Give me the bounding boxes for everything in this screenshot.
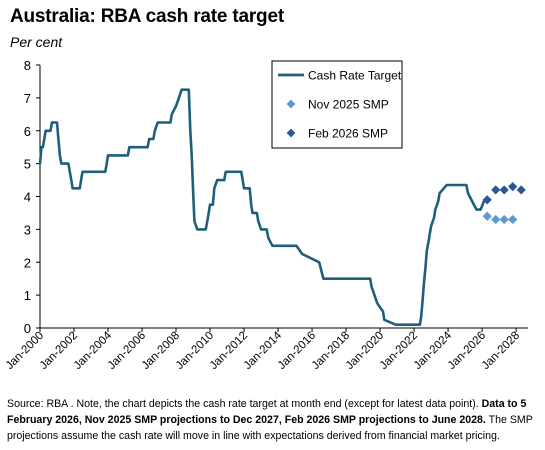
legend-label: Cash Rate Target bbox=[308, 69, 402, 83]
data-point-feb-2026-smp bbox=[508, 182, 518, 192]
chart-footnote: Source: RBA . Note, the chart depicts th… bbox=[7, 396, 539, 444]
legend: Cash Rate Target Nov 2025 SMP Feb 2026 SMP bbox=[271, 60, 403, 149]
y-tick-label: 4 bbox=[24, 190, 31, 205]
series-line-cash-rate-target bbox=[38, 88, 486, 326]
chart-title: Australia: RBA cash rate target bbox=[10, 6, 284, 27]
y-tick-label: 6 bbox=[24, 124, 31, 139]
axes: 012345678Jan-2000Jan-2002Jan-2004Jan-200… bbox=[4, 58, 528, 372]
data-point-nov-2025-smp bbox=[499, 214, 509, 225]
legend-swatch-nov-2025-smp bbox=[286, 99, 296, 109]
cash-rate-chart: 012345678Jan-2000Jan-2002Jan-2004Jan-200… bbox=[4, 58, 528, 372]
legend-label: Feb 2026 SMP bbox=[308, 127, 388, 141]
data-point-nov-2025-smp bbox=[508, 214, 518, 225]
data-point-nov-2025-smp bbox=[491, 214, 501, 225]
legend-label: Nov 2025 SMP bbox=[308, 98, 389, 112]
data-point-feb-2026-smp bbox=[491, 185, 501, 195]
y-tick-label: 8 bbox=[24, 58, 31, 73]
data-point-nov-2025-smp bbox=[482, 211, 492, 221]
legend-swatch-feb-2026-smp bbox=[286, 128, 296, 138]
plot-series bbox=[38, 88, 526, 326]
data-point-feb-2026-smp bbox=[499, 185, 509, 195]
y-axis-unit-label: Per cent bbox=[10, 34, 63, 50]
y-tick-label: 7 bbox=[24, 91, 31, 106]
footnote-assumption: The SMP projections assume the cash rate… bbox=[7, 414, 533, 442]
footnote-source: Source: RBA . Note, the chart depicts th… bbox=[7, 398, 482, 410]
y-tick-label: 1 bbox=[24, 288, 31, 303]
data-point-feb-2026-smp bbox=[482, 195, 492, 205]
y-tick-label: 0 bbox=[24, 321, 31, 336]
y-tick-label: 2 bbox=[24, 255, 31, 270]
y-tick-label: 3 bbox=[24, 222, 31, 237]
y-tick-label: 5 bbox=[24, 157, 31, 172]
data-point-feb-2026-smp bbox=[516, 185, 526, 195]
x-tick-label: Jan-2028 bbox=[480, 330, 522, 372]
footnote-data-dates: Data to 5 February 2026, Nov 2025 SMP pr… bbox=[7, 398, 527, 426]
